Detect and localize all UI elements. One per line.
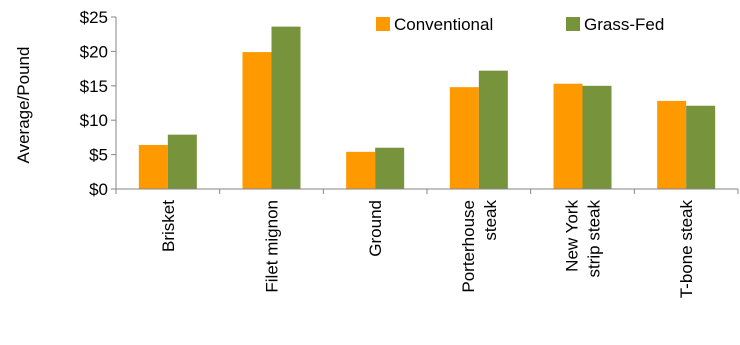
- bar-grass-fed: [686, 105, 716, 189]
- y-axis-ticks: $0 $5 $10 $15 $20 $25: [80, 8, 116, 199]
- x-category-label: Brisket: [159, 200, 178, 252]
- bar-conventional: [553, 83, 583, 189]
- x-category-label: Filet mignon: [263, 200, 282, 293]
- legend-swatch: [566, 17, 580, 31]
- x-category-label: New York: [563, 200, 582, 272]
- legend-swatch: [376, 17, 390, 31]
- bar-grass-fed: [167, 134, 197, 189]
- bar-grass-fed: [271, 26, 301, 189]
- x-axis-ticks: [115, 189, 739, 194]
- bar-conventional: [657, 100, 687, 189]
- y-tick-label: $10: [80, 111, 108, 130]
- bar-conventional: [138, 144, 168, 189]
- y-tick-label: $20: [80, 42, 108, 61]
- bar-conventional: [242, 52, 272, 190]
- x-category-label: steak: [481, 200, 500, 241]
- y-tick-label: $15: [80, 77, 108, 96]
- bar-conventional: [449, 87, 479, 189]
- y-axis-title: Average/Pound: [14, 47, 33, 164]
- legend: Conventional Grass-Fed: [376, 15, 664, 34]
- y-tick-label: $5: [89, 146, 108, 165]
- y-tick-label: $25: [80, 8, 108, 27]
- bars: [138, 26, 716, 190]
- x-category-label: Porterhouse: [459, 200, 478, 293]
- bar-conventional: [346, 151, 376, 189]
- y-tick-label: $0: [89, 180, 108, 199]
- x-category-label: T-bone steak: [677, 200, 696, 299]
- legend-label: Grass-Fed: [584, 15, 664, 34]
- x-category-label: strip steak: [585, 200, 604, 278]
- bar-grass-fed: [582, 85, 612, 189]
- bar-grass-fed: [478, 70, 508, 189]
- x-axis-labels: Brisket Filet mignon Ground Porterhouse stea…: [159, 200, 696, 299]
- x-category-label: Ground: [366, 200, 385, 257]
- bar-grass-fed: [375, 147, 405, 189]
- legend-label: Conventional: [394, 15, 493, 34]
